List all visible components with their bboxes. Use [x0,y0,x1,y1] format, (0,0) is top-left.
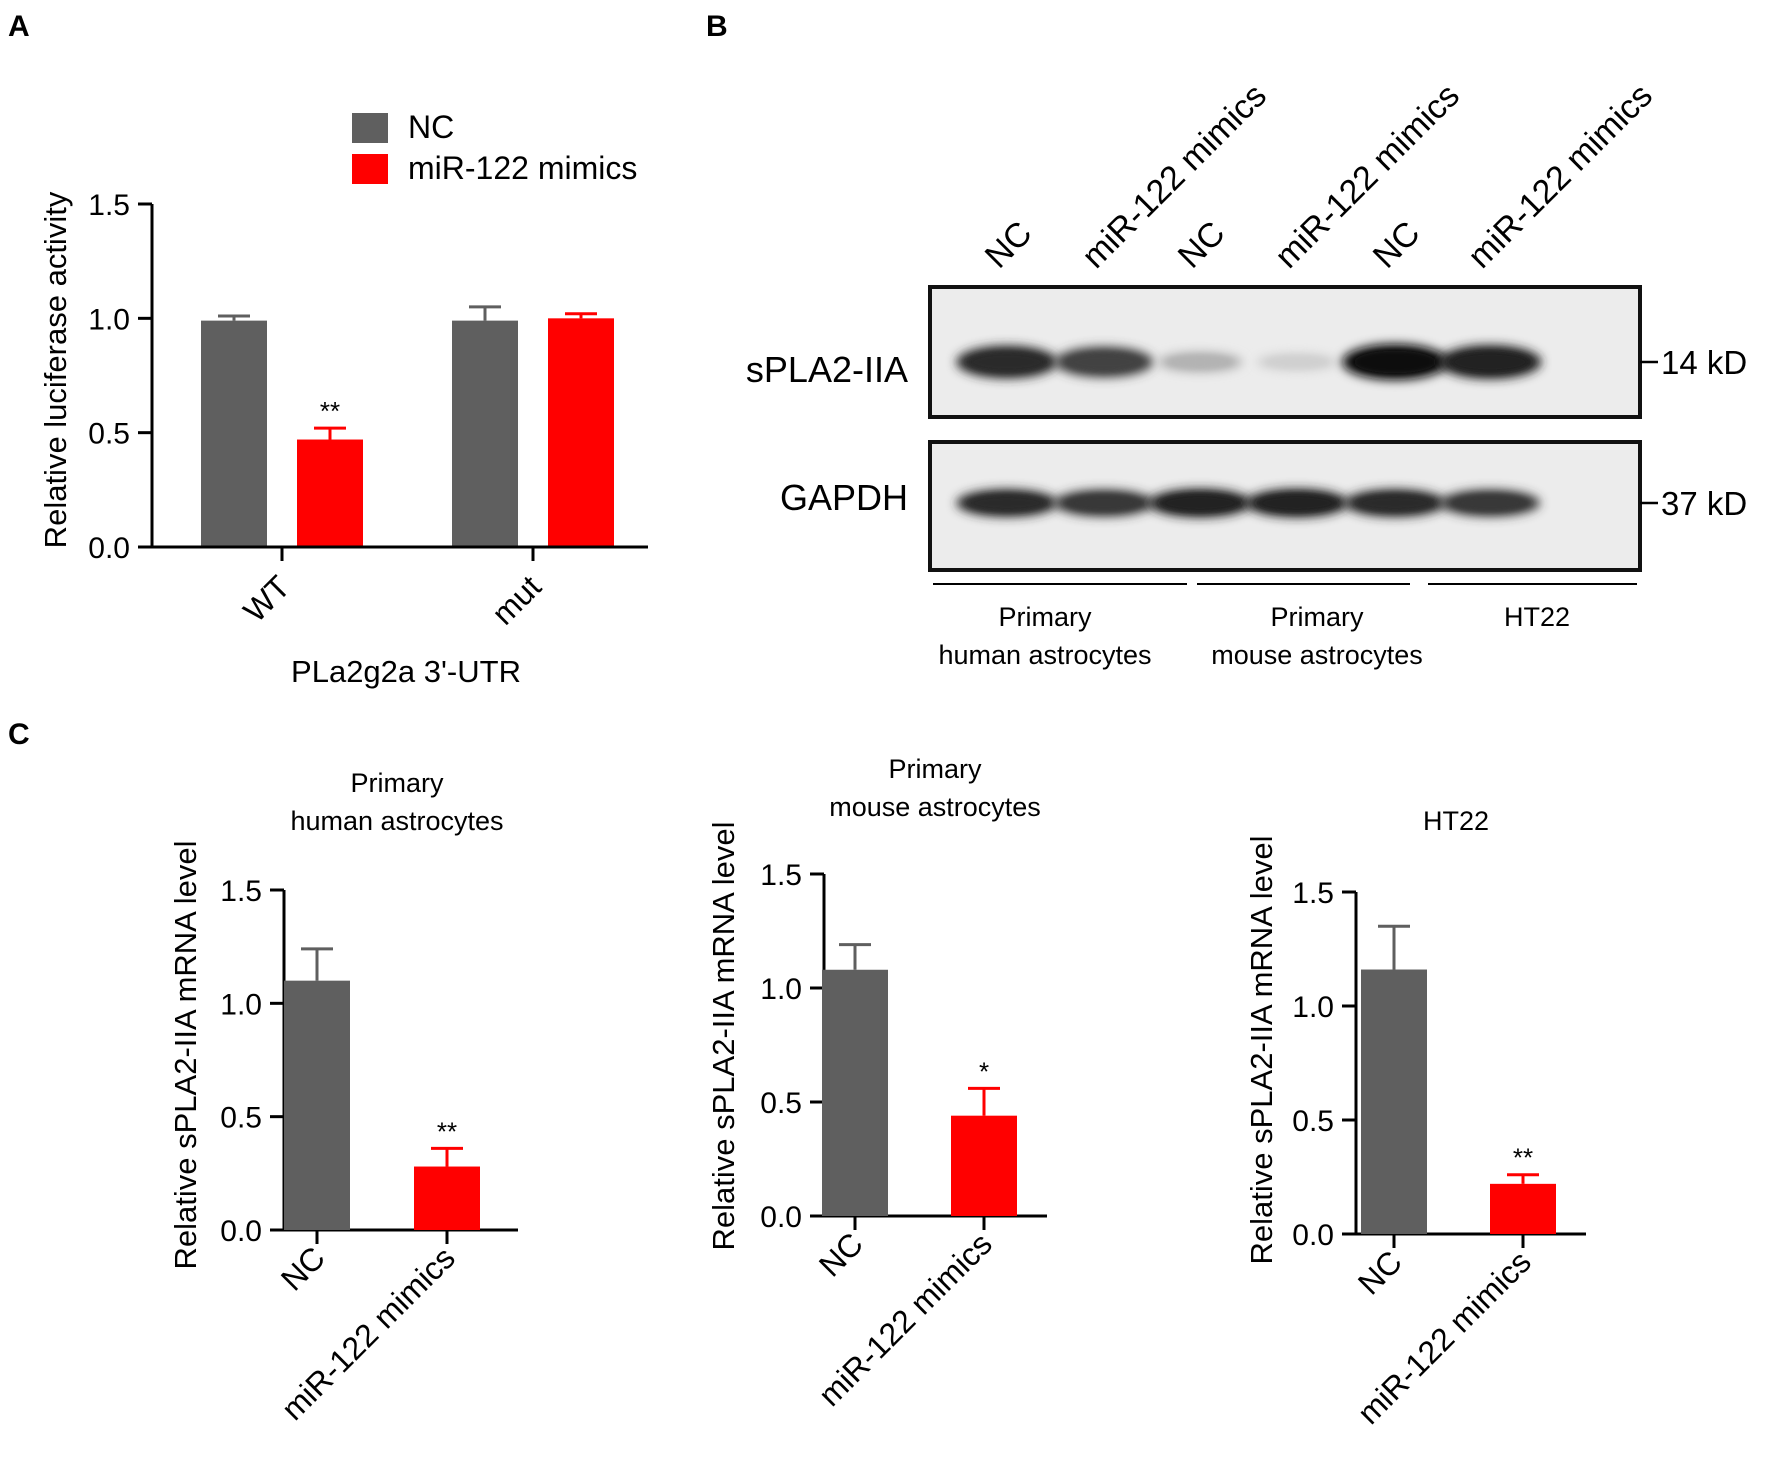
panel-c-chart-human: Primary human astrocytes Relative sPLA2-… [168,768,518,1427]
band-core [1355,494,1435,512]
y-tick-label: 1.0 [88,303,130,336]
significance-marker: * [979,1056,989,1086]
band-core [967,494,1047,512]
panel-c3-title: HT22 [1423,806,1489,836]
group-mouse-line1: Primary [1271,602,1364,632]
bar-0 [822,969,888,1216]
y-tick-label: 0.0 [220,1215,262,1248]
panel-c-chart-mouse: Primary mouse astrocytes Relative sPLA2-… [706,754,1047,1413]
panel-a-ylabel: Relative luciferase activity [38,191,73,548]
x-tick-label: NC [274,1239,332,1297]
marker-37kd: 37 kD [1661,485,1747,522]
blot-bands-spla2 [956,343,1542,381]
x-tick-label: mut [485,568,548,631]
panel-a-bars: ** [201,305,614,547]
band-core [1354,350,1436,374]
bar-1 [951,1115,1017,1216]
y-tick-label: 0.5 [1292,1105,1334,1138]
bar-mut-1 [548,318,614,547]
panel-a-x-axis: WT mut [152,545,648,632]
y-tick-label: 0.0 [1292,1219,1334,1252]
band-core [1167,355,1233,369]
lane-label: NC [1366,214,1428,276]
group-human-line2: human astrocytes [938,640,1151,670]
y-tick-label: 1.0 [220,988,262,1021]
panel-c2-ylabel: Relative sPLA2-IIA mRNA level [706,821,741,1250]
y-tick-label: 0.0 [88,532,130,565]
lane-label: miR-122 mimics [1268,76,1467,275]
group-human-line1: Primary [999,602,1092,632]
lane-label: NC [1171,214,1233,276]
group-mouse-line2: mouse astrocytes [1211,640,1423,670]
band-core [1257,493,1337,513]
y-tick-label: 1.5 [760,859,802,892]
bar-1 [414,1166,480,1230]
significance-marker: ** [437,1116,457,1146]
band-core [1065,494,1143,512]
y-tick-label: 0.0 [760,1201,802,1234]
legend-label-nc: NC [408,109,454,145]
panel-a-xlabel: PLa2g2a 3'-UTR [291,654,521,689]
blot-bands-gapdh [956,488,1541,518]
panel-b-letter: B [706,10,728,43]
band-core [1065,352,1143,372]
legend-label-mimics: miR-122 mimics [408,150,637,186]
y-tick-label: 0.5 [760,1087,802,1120]
panel-a-y-axis: 0.0 0.5 1.0 1.5 [88,189,154,565]
bar-0 [1361,969,1427,1234]
marker-14kd: 14 kD [1661,344,1747,381]
panel-c-chart-ht22: HT22 Relative sPLA2-IIA mRNA level 0.0 0.… [1244,806,1586,1431]
panel-c1-ylabel: Relative sPLA2-IIA mRNA level [168,840,203,1269]
x-tick-label: NC [1351,1243,1409,1301]
band-core [1265,356,1329,368]
band-core [967,351,1047,373]
panel-c-letter: C [8,718,30,751]
panel-a-chart: Relative luciferase activity 0.0 0.5 1.0 1.… [38,109,648,689]
bar-0 [284,980,350,1230]
lane-label: miR-122 mimics [1461,76,1660,275]
panel-c1-title-line2: human astrocytes [290,806,503,836]
legend-swatch-mimics [352,154,388,184]
y-tick-label: 1.0 [760,973,802,1006]
band-core [1450,351,1530,373]
panel-c3-ylabel: Relative sPLA2-IIA mRNA level [1244,835,1279,1264]
y-tick-label: 1.5 [88,189,130,222]
panel-a-legend: NC miR-122 mimics [352,109,637,186]
significance-marker: ** [320,396,340,426]
y-tick-label: 1.5 [220,875,262,908]
panel-c1-title-line1: Primary [351,768,444,798]
bar-1 [1490,1183,1556,1234]
blot-label-spla2: sPLA2-IIA [746,349,908,390]
significance-marker: ** [1513,1143,1533,1173]
panel-c2-title-line1: Primary [889,754,982,784]
bar-WT-1 [297,439,363,547]
lane-label: NC [978,214,1040,276]
legend-swatch-nc [352,113,388,143]
panel-a-letter: A [8,10,30,43]
bar-WT-0 [201,320,267,547]
band-core [1160,493,1240,513]
x-tick-label: NC [812,1225,870,1283]
x-tick-label: WT [236,568,297,629]
blot-label-gapdh: GAPDH [780,477,908,518]
bar-mut-0 [452,320,518,547]
group-ht22: HT22 [1504,602,1570,632]
panel-c2-title-line2: mouse astrocytes [829,792,1041,822]
y-tick-label: 0.5 [88,418,130,451]
y-tick-label: 1.0 [1292,991,1334,1024]
y-tick-label: 1.5 [1292,877,1334,910]
y-tick-label: 0.5 [220,1102,262,1135]
band-core [1451,494,1529,512]
